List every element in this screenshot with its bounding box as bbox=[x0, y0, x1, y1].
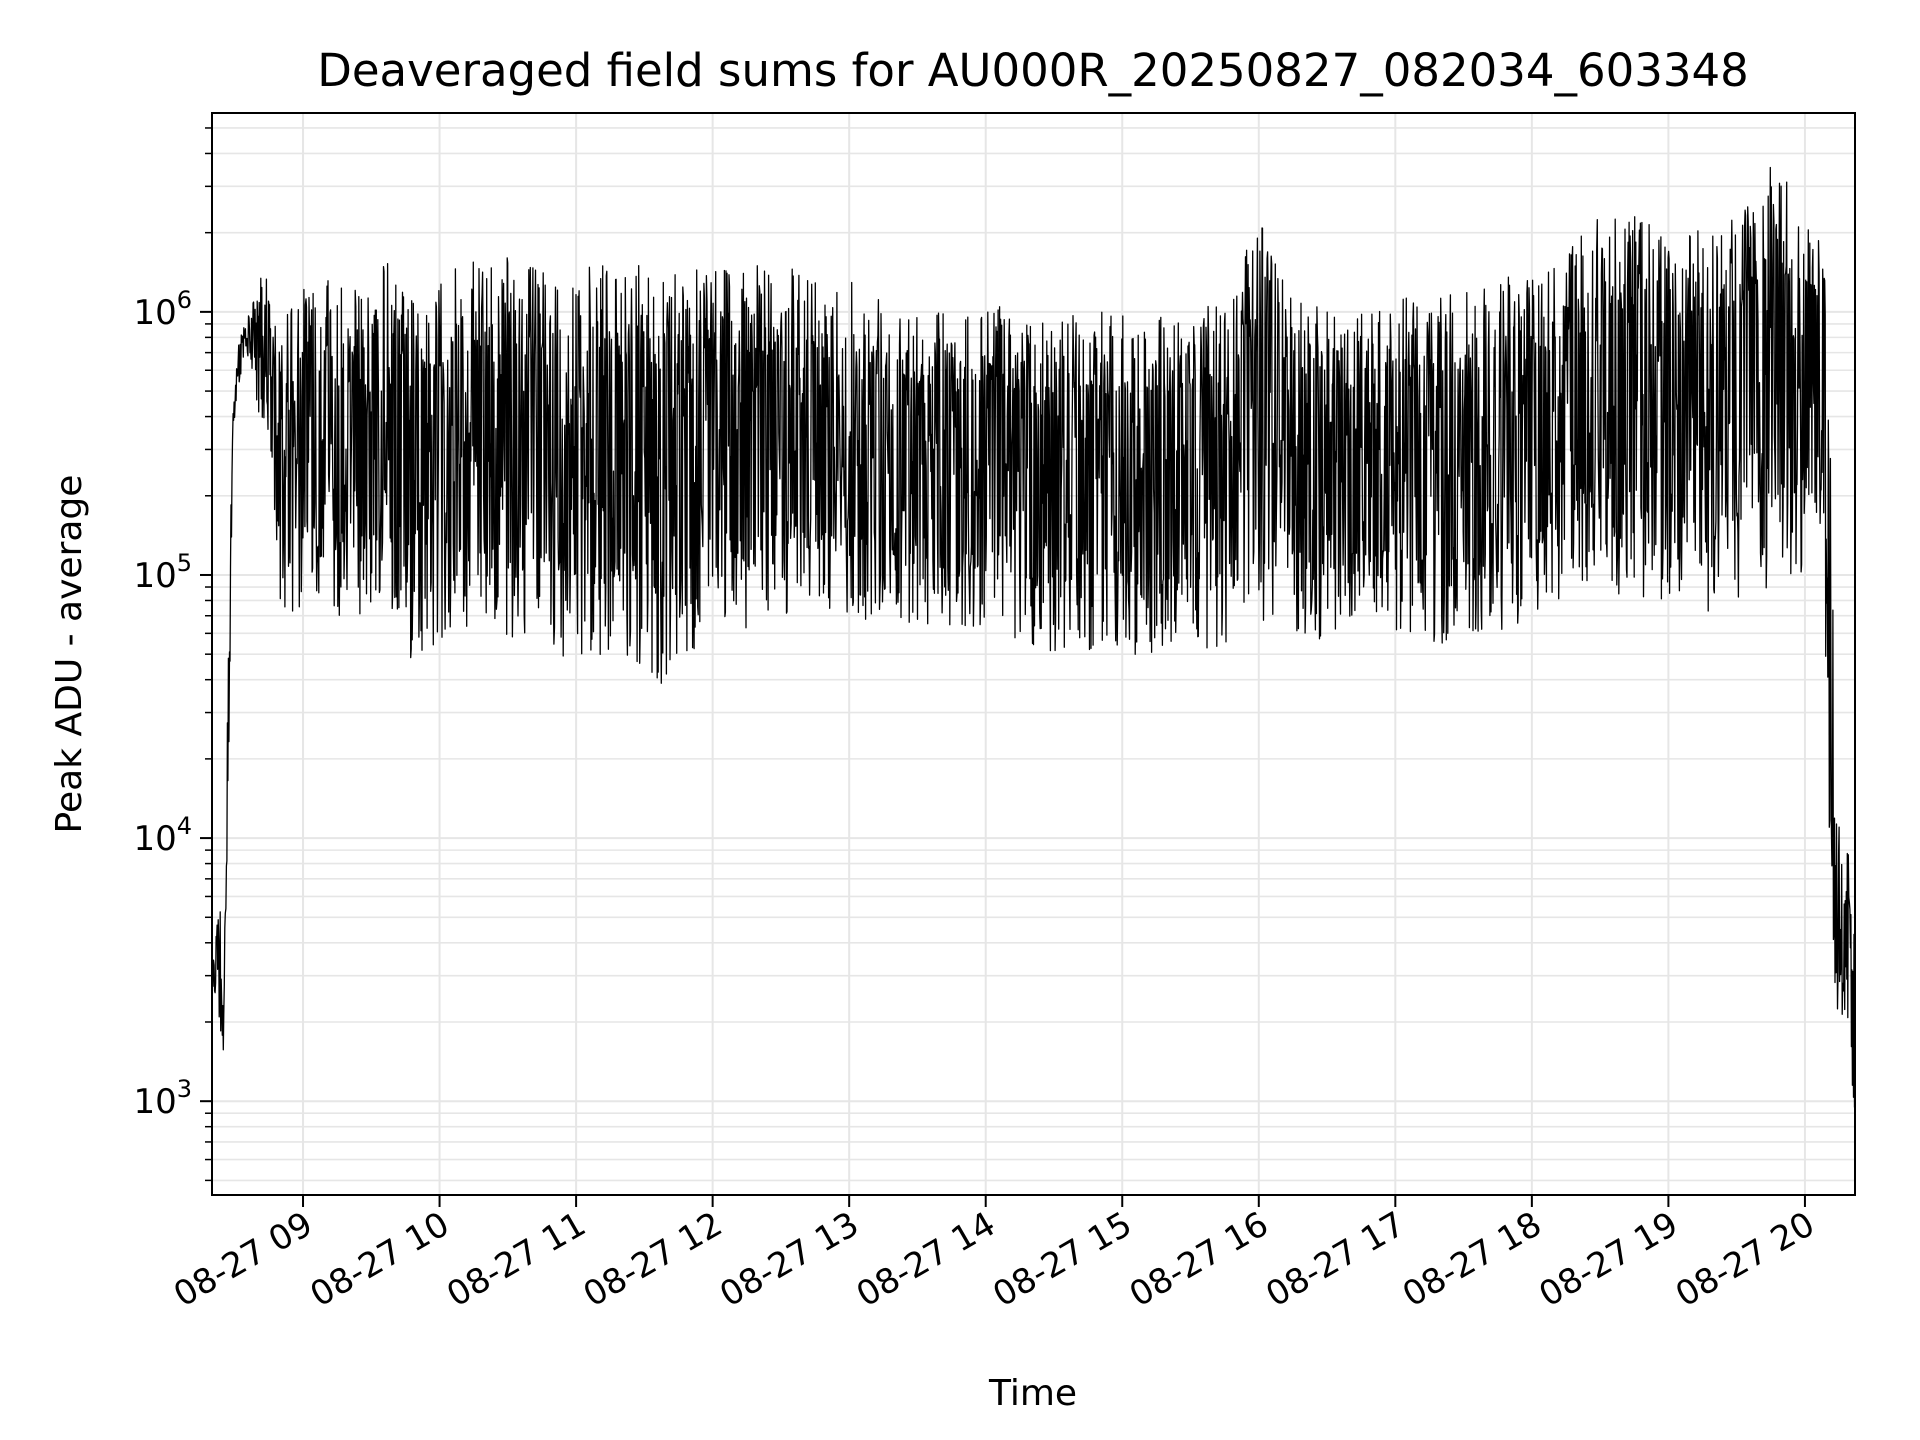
series-line bbox=[211, 166, 1856, 1108]
y-axis-label: Peak ADU - average bbox=[49, 475, 90, 834]
x-axis-label: Time bbox=[988, 1373, 1077, 1414]
y-tick-label: 105 bbox=[133, 549, 192, 596]
chart-title: Deaveraged field sums for AU000R_2025082… bbox=[317, 44, 1749, 97]
y-tick-label: 106 bbox=[133, 286, 192, 333]
y-axis-ticks: 103 104 105 106 bbox=[133, 127, 212, 1182]
y-tick-label: 103 bbox=[133, 1075, 192, 1122]
data-series bbox=[211, 166, 1856, 1108]
y-tick-label: 104 bbox=[133, 812, 192, 859]
